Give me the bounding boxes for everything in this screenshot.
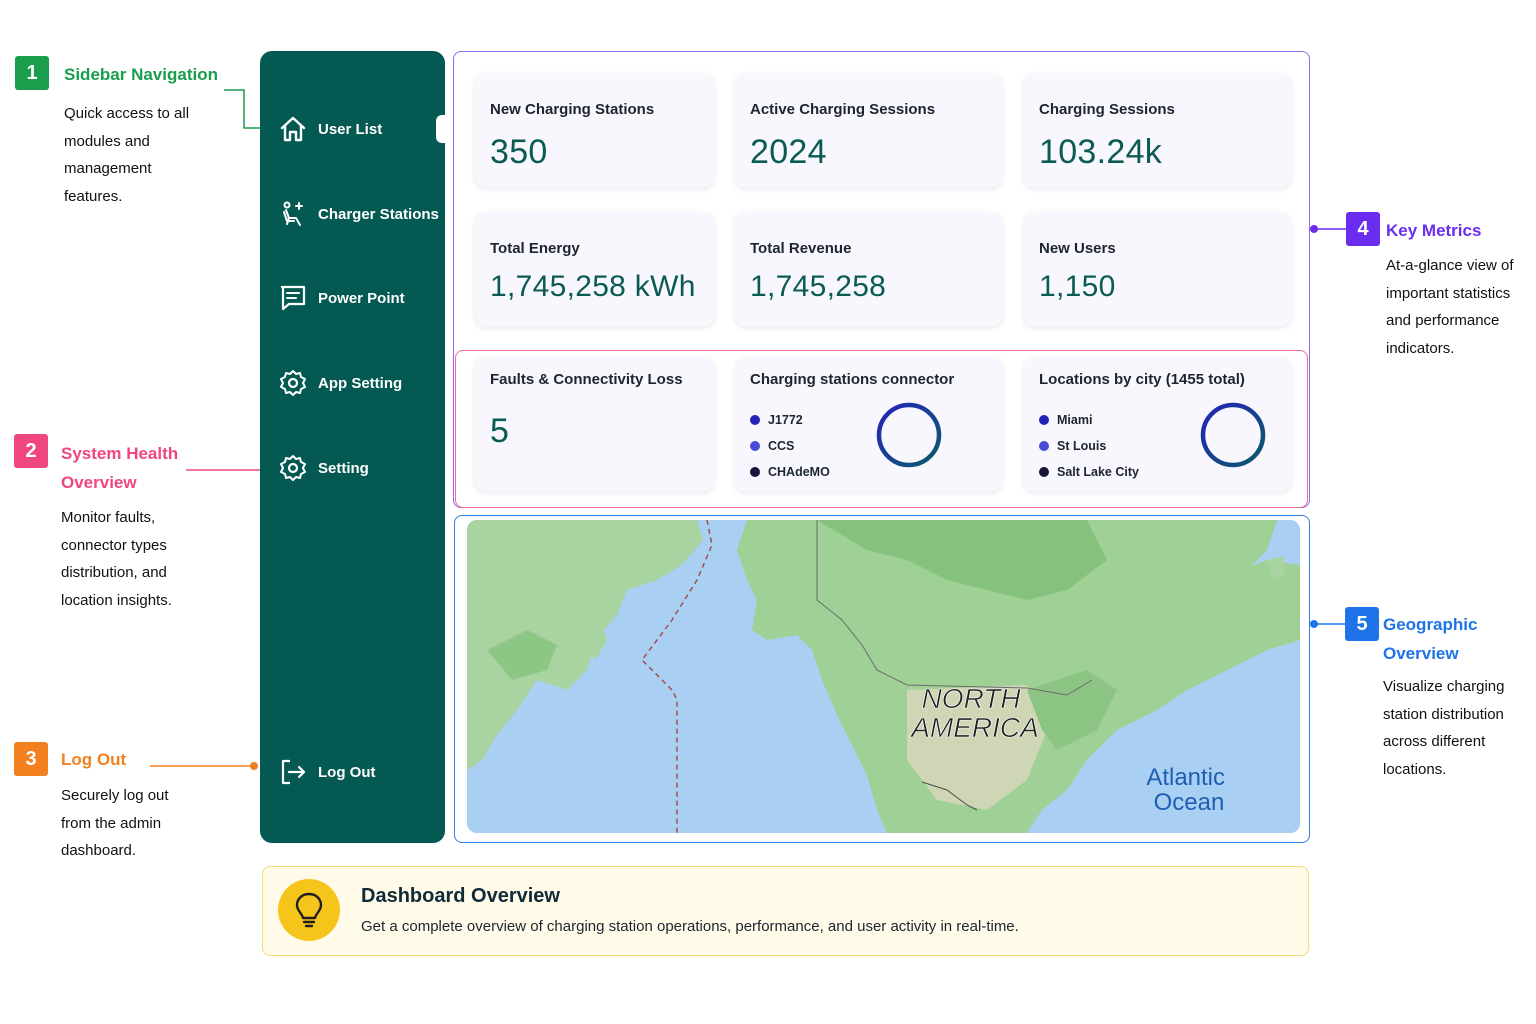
system-health-frame xyxy=(455,350,1308,508)
sidebar-item-app-setting[interactable]: App Setting xyxy=(278,365,402,401)
dashboard-overview-banner: Dashboard Overview Get a complete overvi… xyxy=(262,866,1309,956)
geographic-frame xyxy=(454,515,1310,843)
locations-donut-chart xyxy=(1200,402,1266,468)
connector-card[interactable]: Charging stations connector J1772 CCS CH… xyxy=(735,357,1002,491)
logout-label: Log Out xyxy=(318,763,376,781)
callout-4-title: Key Metrics xyxy=(1386,221,1482,240)
callout-5-connector xyxy=(1310,620,1348,628)
callout-3-badge: 3 xyxy=(14,742,48,776)
gear-icon xyxy=(278,368,308,398)
logout-button[interactable]: Log Out xyxy=(278,754,375,790)
metric-title: Total Energy xyxy=(490,240,580,257)
metric-title: Charging Sessions xyxy=(1039,101,1175,118)
connector-legend: J1772 CCS CHAdeMO xyxy=(750,407,830,485)
gear-icon xyxy=(278,453,308,483)
sidebar-item-setting[interactable]: Setting xyxy=(278,450,369,486)
callout-3-description: Securely log out from the admin dashboar… xyxy=(61,787,169,859)
sidebar-item-label: Power Point xyxy=(318,289,405,307)
callout-1-description: Quick access to all modules and manageme… xyxy=(64,105,190,205)
charger-seat-icon xyxy=(278,199,308,229)
callout-2-connector-left xyxy=(186,469,260,471)
legend-item: Salt Lake City xyxy=(1039,459,1139,485)
faults-card[interactable]: Faults & Connectivity Loss 5 xyxy=(475,357,714,491)
callout-5-description: Visualize charging station distribution … xyxy=(1383,678,1505,778)
metric-card-total-revenue[interactable]: Total Revenue 1,745,258 xyxy=(735,212,1002,326)
metric-value: 2024 xyxy=(750,133,827,171)
active-tab-indicator xyxy=(436,115,445,143)
banner-description: Get a complete overview of charging stat… xyxy=(361,918,1019,935)
map-canvas: NORTH AMERICA Atlantic Ocean xyxy=(467,520,1300,833)
faults-value: 5 xyxy=(490,412,510,450)
metric-card-total-energy[interactable]: Total Energy 1,745,258 kWh xyxy=(475,212,714,326)
callout-1-badge: 1 xyxy=(15,56,49,90)
connector-title: Charging stations connector xyxy=(750,371,955,388)
locations-legend: Miami St Louis Salt Lake City xyxy=(1039,407,1139,485)
banner-title: Dashboard Overview xyxy=(361,885,560,907)
message-icon xyxy=(278,283,308,313)
callout-2-badge: 2 xyxy=(14,434,48,468)
sidebar-item-label: Charger Stations xyxy=(318,205,439,223)
metric-title: New Users xyxy=(1039,240,1116,257)
metric-title: New Charging Stations xyxy=(490,101,655,118)
lightbulb-icon xyxy=(278,879,340,941)
home-icon xyxy=(278,114,308,144)
callout-4-description: At-a-glance view of important statistics… xyxy=(1386,257,1514,357)
map-label-ocean: Atlantic Ocean xyxy=(1146,764,1231,816)
logout-icon xyxy=(278,757,308,787)
sidebar-item-label: App Setting xyxy=(318,374,403,392)
callout-1-title: Sidebar Navigation xyxy=(64,65,218,84)
legend-item: Miami xyxy=(1039,407,1139,433)
legend-item: St Louis xyxy=(1039,433,1139,459)
callout-2-description: Monitor faults, connector types distribu… xyxy=(61,509,172,609)
faults-title: Faults & Connectivity Loss xyxy=(490,371,683,388)
metric-value: 103.24k xyxy=(1039,133,1163,171)
connector-donut-chart xyxy=(876,402,942,468)
legend-item: J1772 xyxy=(750,407,830,433)
metric-title: Total Revenue xyxy=(750,240,852,257)
callout-4-badge: 4 xyxy=(1346,212,1380,246)
metric-title: Active Charging Sessions xyxy=(750,101,936,118)
sidebar-item-power-point[interactable]: Power Point xyxy=(278,280,405,316)
station-map[interactable]: NORTH AMERICA Atlantic Ocean xyxy=(467,520,1300,833)
legend-item: CCS xyxy=(750,433,830,459)
metric-value: 1,150 xyxy=(1039,270,1116,303)
callout-4-connector xyxy=(1310,225,1348,233)
sidebar-item-user-list[interactable]: User List xyxy=(278,111,382,147)
metric-value: 1,745,258 xyxy=(750,270,887,303)
metric-card-charging-sessions[interactable]: Charging Sessions 103.24k xyxy=(1024,73,1291,187)
metric-card-new-charging-stations[interactable]: New Charging Stations 350 xyxy=(475,73,714,187)
metric-value: 350 xyxy=(490,133,548,171)
sidebar-item-charger-stations[interactable]: Charger Stations xyxy=(278,196,439,232)
callout-2-title: System Health Overview xyxy=(61,444,179,492)
callout-3-title: Log Out xyxy=(61,750,127,769)
map-label-continent: NORTH AMERICA xyxy=(909,683,1039,743)
metric-card-new-users[interactable]: New Users 1,150 xyxy=(1024,212,1291,326)
callout-3-connector xyxy=(150,762,258,770)
metric-card-active-charging-sessions[interactable]: Active Charging Sessions 2024 xyxy=(735,73,1002,187)
sidebar-item-label: User List xyxy=(318,120,383,138)
sidebar-item-label: Setting xyxy=(318,459,369,477)
metric-value: 1,745,258 kWh xyxy=(490,270,696,303)
locations-card[interactable]: Locations by city (1455 total) Miami St … xyxy=(1024,357,1291,491)
callout-5-badge: 5 xyxy=(1345,607,1379,641)
sidebar: User List Charger Stations Power Point A… xyxy=(260,51,445,843)
legend-item: CHAdeMO xyxy=(750,459,830,485)
callout-5-title: Geographic Overview xyxy=(1383,615,1478,663)
locations-title: Locations by city (1455 total) xyxy=(1039,371,1245,388)
